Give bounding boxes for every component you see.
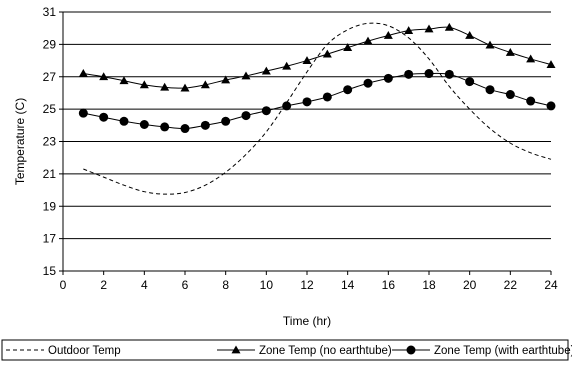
axes <box>59 11 552 275</box>
data-point-2-16 <box>404 69 414 79</box>
legend-label-0: Outdoor Temp <box>48 345 121 357</box>
data-point-2-14 <box>363 78 373 88</box>
series-line-2 <box>83 72 552 130</box>
data-point-1-4 <box>160 82 170 91</box>
data-point-2-2 <box>119 116 129 126</box>
x-tick-label-24: 24 <box>544 278 558 292</box>
y-tick-label-31: 31 <box>43 5 57 19</box>
y-tick-label-25: 25 <box>43 102 57 116</box>
data-point-2-20 <box>485 85 495 95</box>
y-tick-label-23: 23 <box>43 135 57 149</box>
x-tick-label-14: 14 <box>341 278 355 292</box>
y-tick-label-17: 17 <box>43 232 57 246</box>
legend-entry-0: Outdoor Temp <box>6 345 121 357</box>
data-point-1-13 <box>343 43 353 51</box>
series-line-0 <box>83 22 552 195</box>
data-point-1-2 <box>119 76 129 85</box>
legend-items: Outdoor Temp Zone Temp (no earthtube) Zone… <box>6 345 572 357</box>
data-point-2-13 <box>343 85 353 95</box>
data-point-1-20 <box>485 40 495 49</box>
data-point-2-19 <box>465 77 475 87</box>
data-point-1-11 <box>302 56 312 64</box>
data-point-1-23 <box>546 60 556 68</box>
y-tick-label-27: 27 <box>43 70 57 84</box>
data-point-1-9 <box>261 66 271 75</box>
data-point-1-19 <box>465 30 475 39</box>
data-point-1-8 <box>241 71 251 80</box>
x-tick-label-2: 2 <box>100 278 107 292</box>
x-tick-label-10: 10 <box>260 278 274 292</box>
data-point-1-12 <box>322 49 332 58</box>
legend-box <box>1 339 569 361</box>
data-point-2-9 <box>261 106 271 116</box>
data-point-1-17 <box>424 24 434 33</box>
legend-label-1: Zone Temp (no earthtube) <box>259 345 392 357</box>
data-point-2-6 <box>200 120 210 130</box>
series-0 <box>83 22 552 195</box>
y-tick-label-29: 29 <box>43 37 57 51</box>
x-tick-label-22: 22 <box>504 278 518 292</box>
data-point-2-15 <box>383 73 393 83</box>
legend-entry-2: Zone Temp (with earthtube) <box>392 345 572 357</box>
data-point-1-22 <box>526 54 536 63</box>
data-point-2-21 <box>505 90 515 100</box>
x-tick-label-12: 12 <box>300 278 314 292</box>
data-point-1-10 <box>282 61 292 70</box>
data-point-2-22 <box>526 96 536 106</box>
x-tick-label-6: 6 <box>182 278 189 292</box>
x-tick-label-0: 0 <box>60 278 67 292</box>
legend-swatch-marker-2 <box>406 345 416 355</box>
series-1 <box>78 22 556 92</box>
legend-swatch-marker-1 <box>231 345 241 354</box>
data-point-2-3 <box>139 120 149 130</box>
data-point-1-0 <box>78 69 88 77</box>
x-tick-label-18: 18 <box>422 278 436 292</box>
data-point-2-4 <box>160 122 170 132</box>
y-tick-label-19: 19 <box>43 199 57 213</box>
data-point-2-17 <box>424 69 434 79</box>
data-point-1-18 <box>444 22 454 31</box>
data-point-1-7 <box>221 75 231 84</box>
x-axis-label: Time (hr) <box>283 314 331 328</box>
series-line-1 <box>83 26 552 89</box>
data-point-1-14 <box>363 36 373 45</box>
y-axis-label: Temperature (C) <box>13 98 27 185</box>
legend-entry-1: Zone Temp (no earthtube) <box>217 345 392 357</box>
x-tick-label-16: 16 <box>382 278 396 292</box>
series-layer <box>78 22 556 195</box>
data-point-1-15 <box>383 30 393 39</box>
data-point-2-10 <box>282 101 292 111</box>
x-tick-label-8: 8 <box>222 278 229 292</box>
data-point-2-0 <box>78 108 88 118</box>
data-point-1-3 <box>139 80 149 89</box>
data-point-2-1 <box>99 112 109 122</box>
data-point-2-12 <box>322 92 332 102</box>
data-point-2-5 <box>180 124 190 134</box>
legend: Outdoor Temp Zone Temp (no earthtube) Zone… <box>1 339 572 361</box>
horizontal-gridlines <box>63 11 551 240</box>
data-point-2-18 <box>444 69 454 79</box>
y-tick-label-21: 21 <box>43 167 57 181</box>
x-tick-label-4: 4 <box>141 278 148 292</box>
data-point-2-8 <box>241 111 251 121</box>
series-2 <box>78 69 556 134</box>
data-point-1-1 <box>99 72 109 81</box>
data-point-2-23 <box>546 101 556 111</box>
y-tick-label-15: 15 <box>43 264 57 278</box>
x-tick-label-20: 20 <box>463 278 477 292</box>
data-point-1-16 <box>404 26 414 34</box>
data-point-2-11 <box>302 97 312 107</box>
data-point-1-6 <box>200 80 210 89</box>
data-point-2-7 <box>221 116 231 126</box>
data-point-1-21 <box>505 47 515 56</box>
data-point-1-5 <box>180 83 190 92</box>
legend-label-2: Zone Temp (with earthtube) <box>434 345 572 357</box>
